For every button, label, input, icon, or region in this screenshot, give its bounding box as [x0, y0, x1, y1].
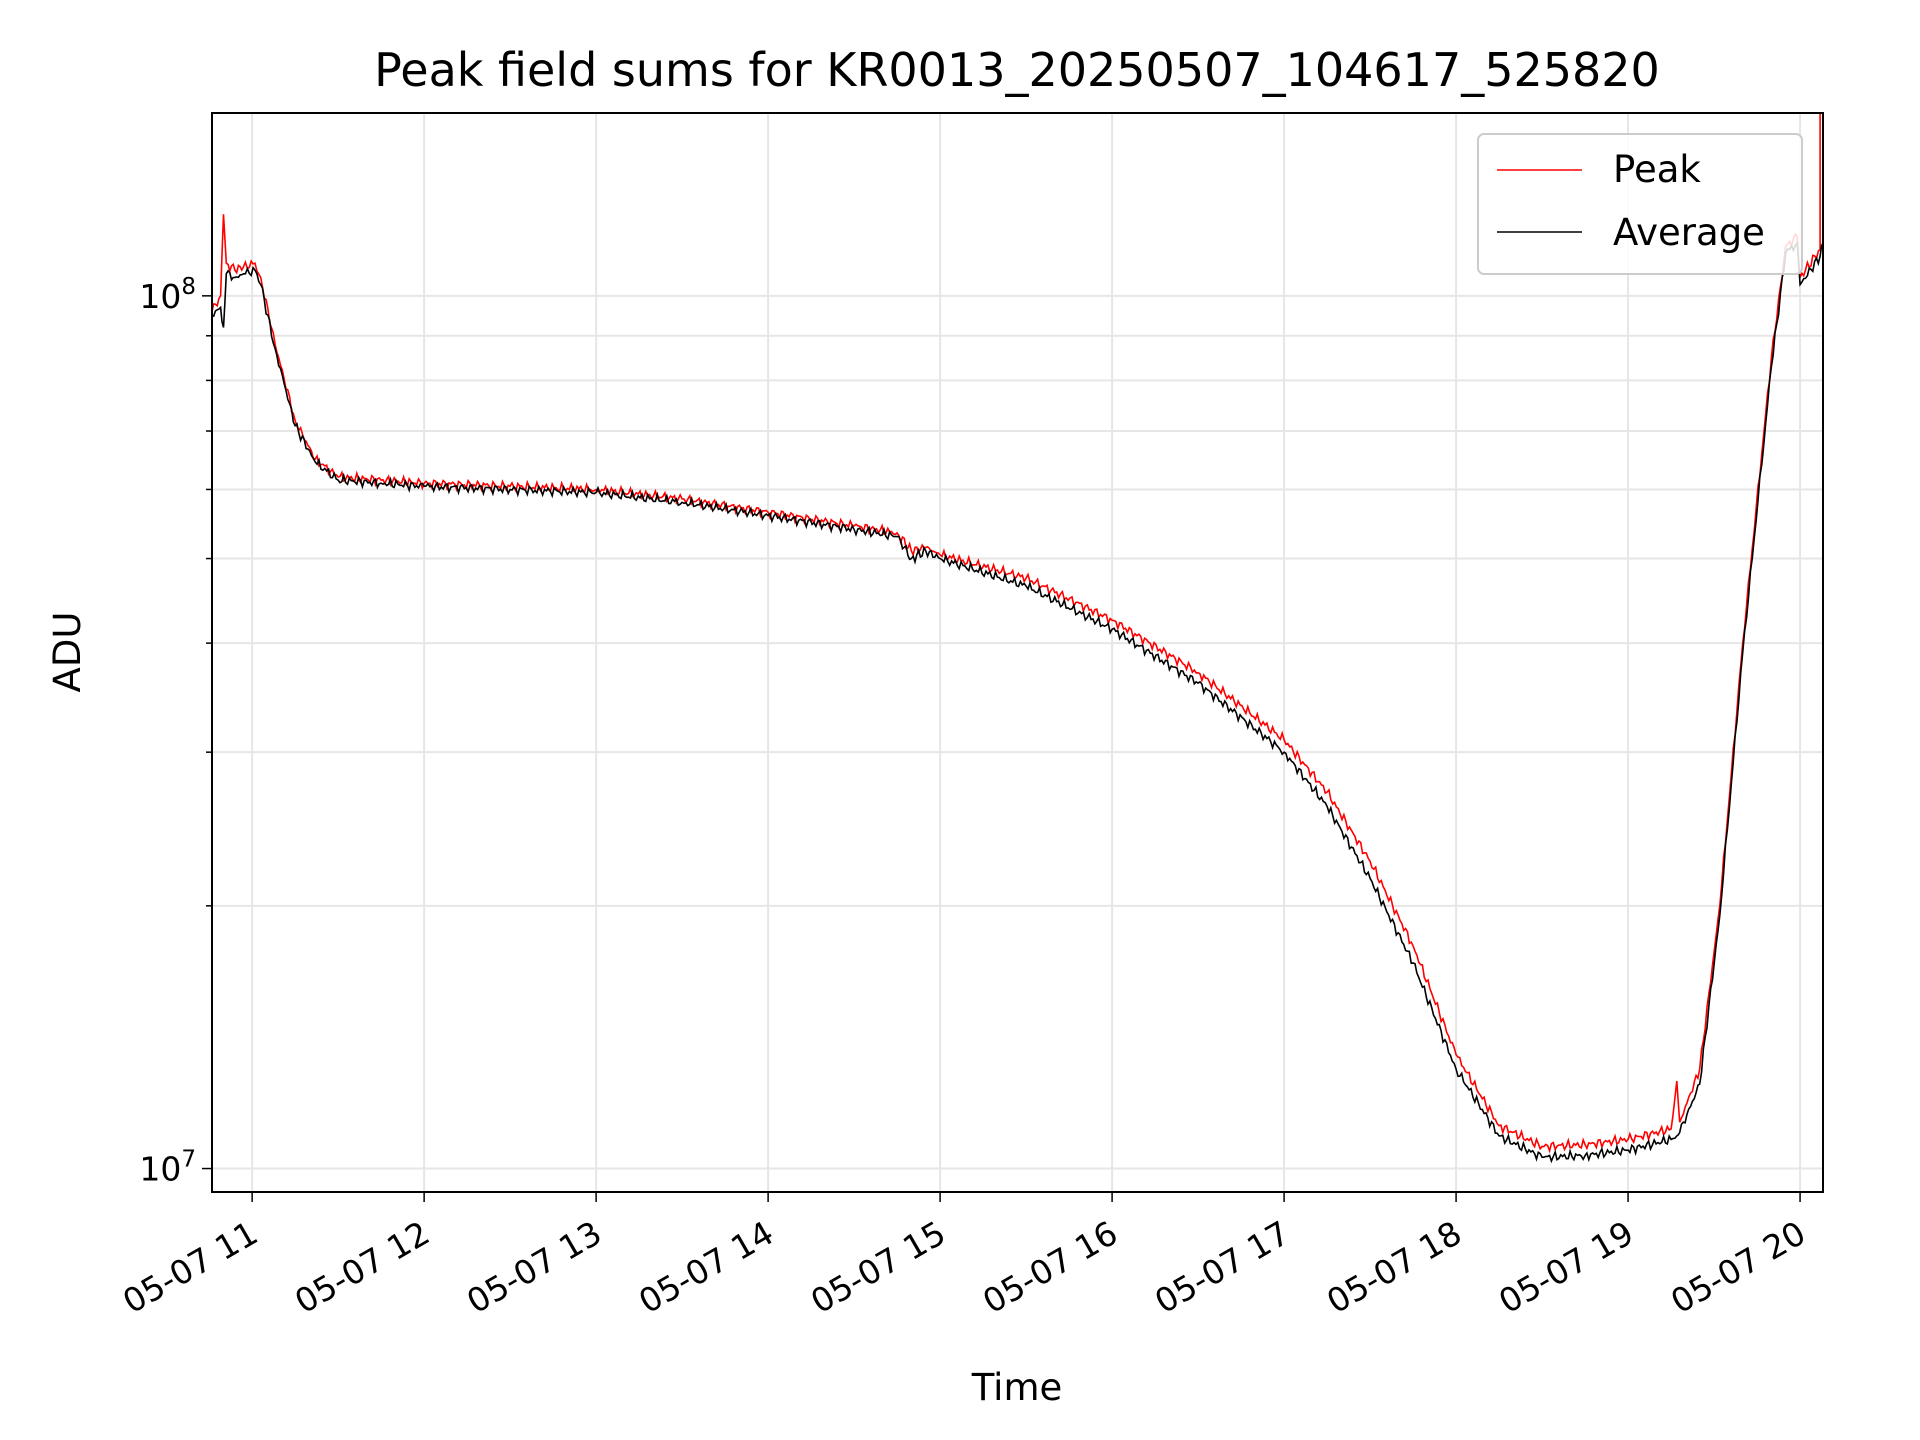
- plot-area-frame: [211, 112, 1824, 1193]
- y-tick-label: 107: [139, 1147, 196, 1189]
- y-tick-label: 108: [139, 274, 196, 316]
- x-axis-label: Time: [971, 1366, 1063, 1409]
- y-axis-label: ADU: [46, 612, 89, 693]
- series-layer: [212, 113, 1823, 1164]
- series-line-peak: [212, 113, 1821, 1154]
- legend-box: [1477, 133, 1803, 275]
- series-line-average: [212, 240, 1823, 1164]
- legend-average-label: Average: [1613, 211, 1765, 254]
- legend: Peak Average: [1477, 133, 1803, 275]
- chart-title: Peak field sums for KR0013_20250507_1046…: [374, 43, 1660, 97]
- y-axis: 107 108: [139, 274, 212, 1189]
- legend-peak-label: Peak: [1613, 148, 1701, 191]
- grid-lines: [212, 113, 1823, 1192]
